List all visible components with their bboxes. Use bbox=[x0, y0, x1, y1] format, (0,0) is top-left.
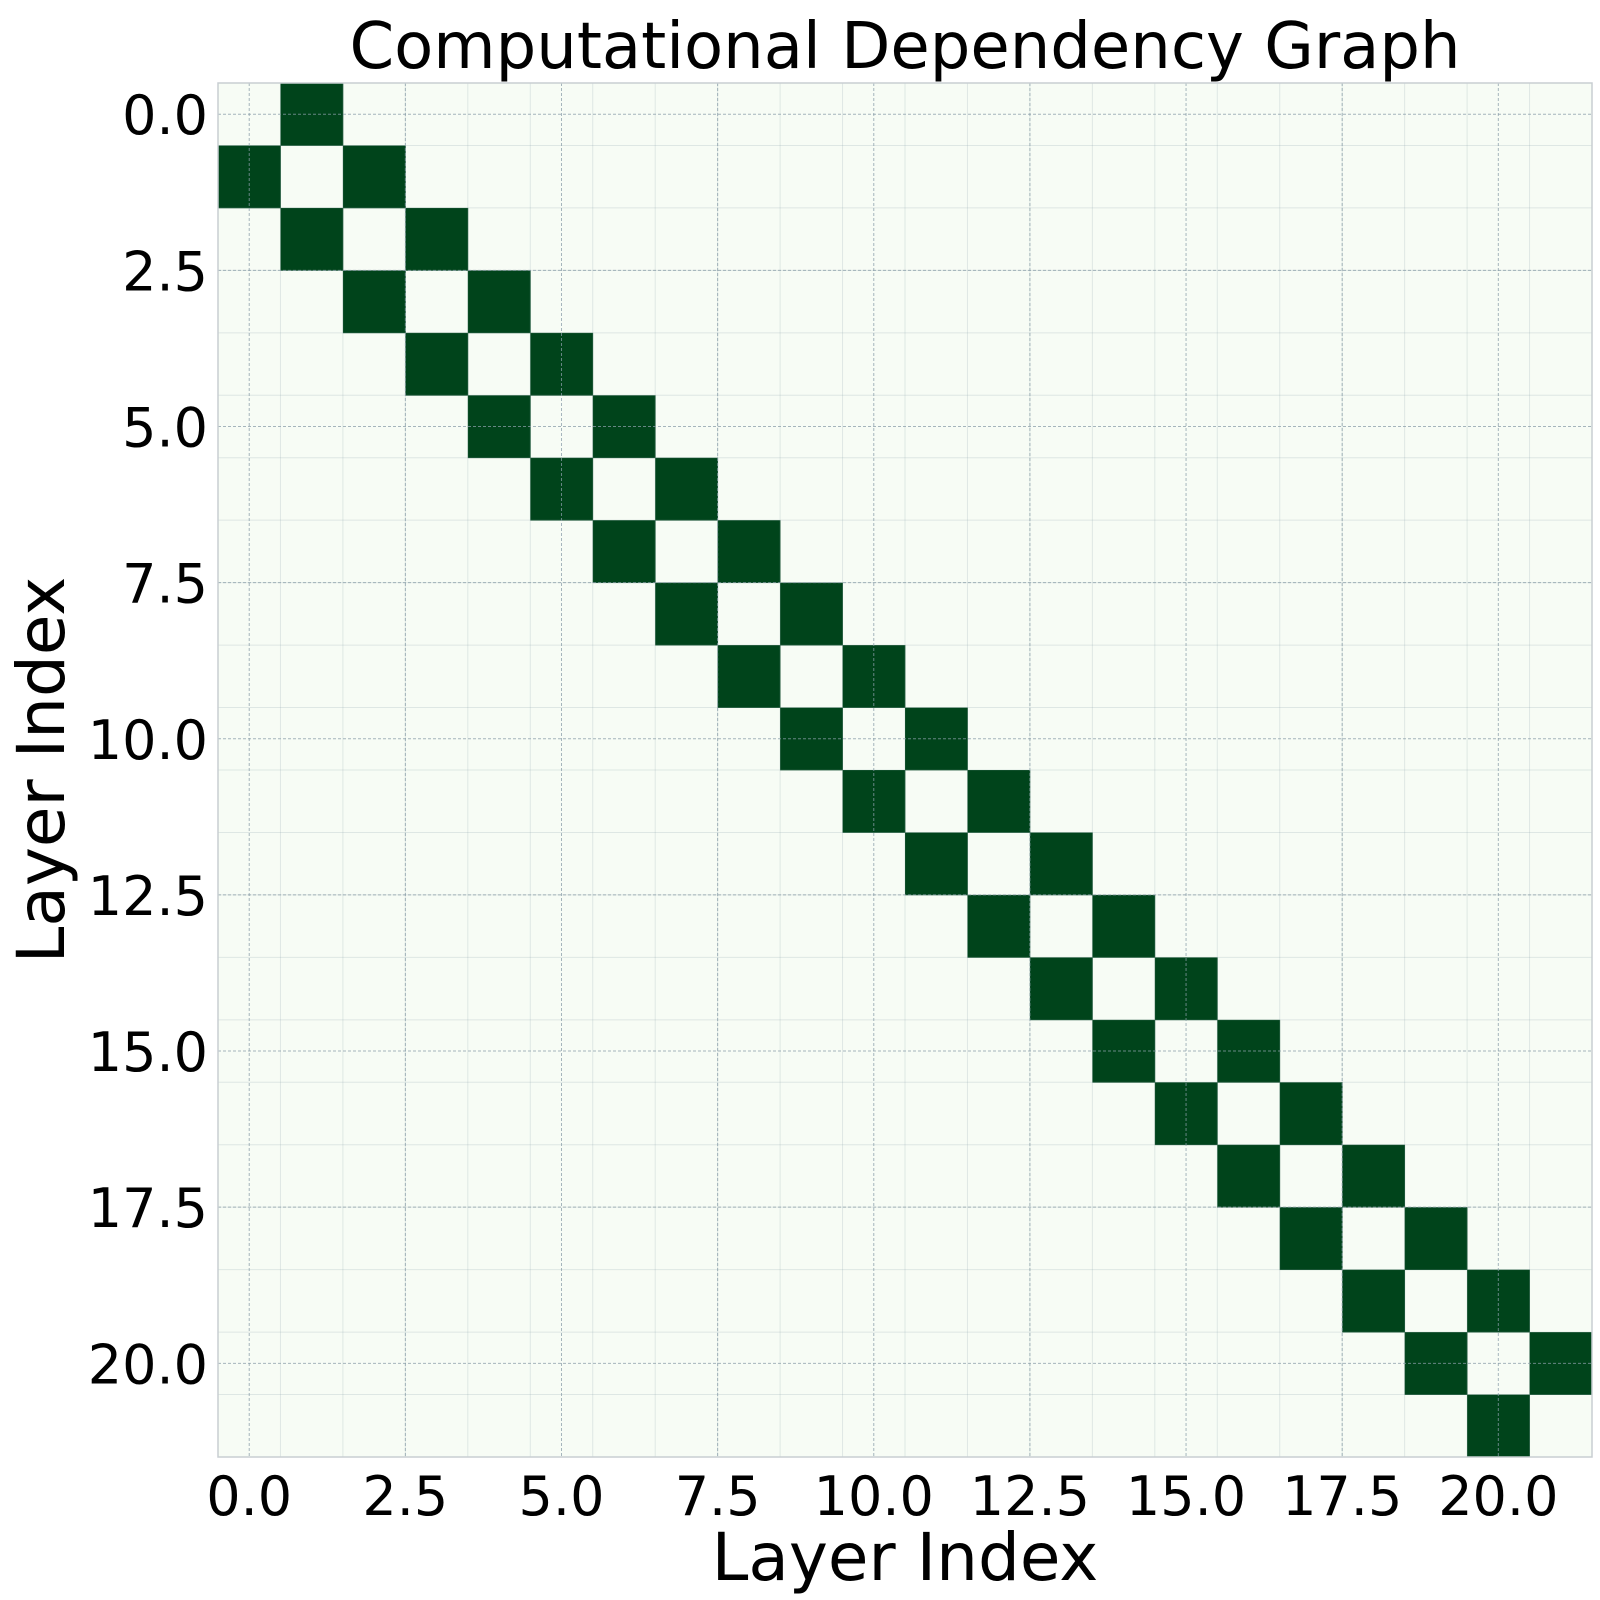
heatmap-cell bbox=[905, 832, 968, 896]
y-tick-label: 7.5 bbox=[122, 553, 208, 616]
heatmap-cell bbox=[717, 645, 781, 708]
major-grid bbox=[218, 83, 1592, 1457]
heatmap-cell bbox=[592, 520, 656, 584]
heatmap-cell bbox=[1217, 1144, 1281, 1208]
y-tick-label: 15.0 bbox=[88, 1021, 208, 1084]
heatmap-cell bbox=[967, 894, 1031, 958]
heatmap-cell bbox=[280, 207, 344, 271]
y-axis-title: Layer Index bbox=[3, 577, 80, 964]
x-tick-label: 17.5 bbox=[1282, 1465, 1402, 1528]
heatmap-cell bbox=[342, 145, 406, 209]
heatmap-cell bbox=[1029, 832, 1093, 896]
heatmap-cell bbox=[1279, 1082, 1343, 1146]
y-axis-ticks: 0.0 2.5 5.0 7.5 10.0 12.5 15.0 17.5 20.0 bbox=[88, 84, 208, 1396]
heatmap-cell bbox=[405, 332, 469, 396]
heatmap-cell bbox=[1029, 957, 1093, 1021]
heatmap-cell bbox=[405, 207, 469, 271]
y-tick-label: 2.5 bbox=[122, 240, 208, 303]
heatmap-cell bbox=[780, 582, 843, 646]
heatmap-cell bbox=[467, 270, 531, 334]
chart-title: Computational Dependency Graph bbox=[349, 10, 1460, 84]
y-tick-label: 20.0 bbox=[88, 1333, 208, 1396]
heatmap-cell bbox=[1092, 894, 1156, 958]
heatmap-cell bbox=[342, 270, 406, 334]
plot-frame bbox=[217, 82, 1593, 1458]
y-tick-label: 17.5 bbox=[88, 1177, 208, 1240]
heatmap-cell bbox=[1342, 1269, 1406, 1333]
heatmap-cell bbox=[717, 520, 781, 584]
heatmap-cell bbox=[967, 770, 1031, 833]
heatmap-cell bbox=[655, 457, 719, 521]
heatmap-cell bbox=[1404, 1207, 1468, 1271]
x-tick-label: 0.0 bbox=[206, 1465, 292, 1528]
x-tick-label: 15.0 bbox=[1126, 1465, 1246, 1528]
heatmap-cell bbox=[655, 582, 719, 646]
x-tick-label: 2.5 bbox=[362, 1465, 448, 1528]
y-tick-label: 12.5 bbox=[88, 865, 208, 928]
x-tick-label: 10.0 bbox=[814, 1465, 934, 1528]
heatmap-cell bbox=[1342, 1144, 1406, 1208]
x-axis-ticks: 0.0 2.5 5.0 7.5 10.0 12.5 15.0 17.5 20.0 bbox=[206, 1465, 1558, 1528]
y-tick-label: 5.0 bbox=[122, 397, 208, 460]
x-tick-label: 20.0 bbox=[1438, 1465, 1558, 1528]
x-axis-title: Layer Index bbox=[712, 1519, 1099, 1596]
y-tick-label: 0.0 bbox=[122, 84, 208, 147]
x-tick-label: 12.5 bbox=[970, 1465, 1090, 1528]
x-tick-label: 7.5 bbox=[675, 1465, 761, 1528]
x-tick-label: 5.0 bbox=[519, 1465, 605, 1528]
heatmap-cells bbox=[218, 83, 1593, 1458]
heatmap-cell bbox=[1279, 1207, 1343, 1271]
y-tick-label: 10.0 bbox=[88, 709, 208, 772]
